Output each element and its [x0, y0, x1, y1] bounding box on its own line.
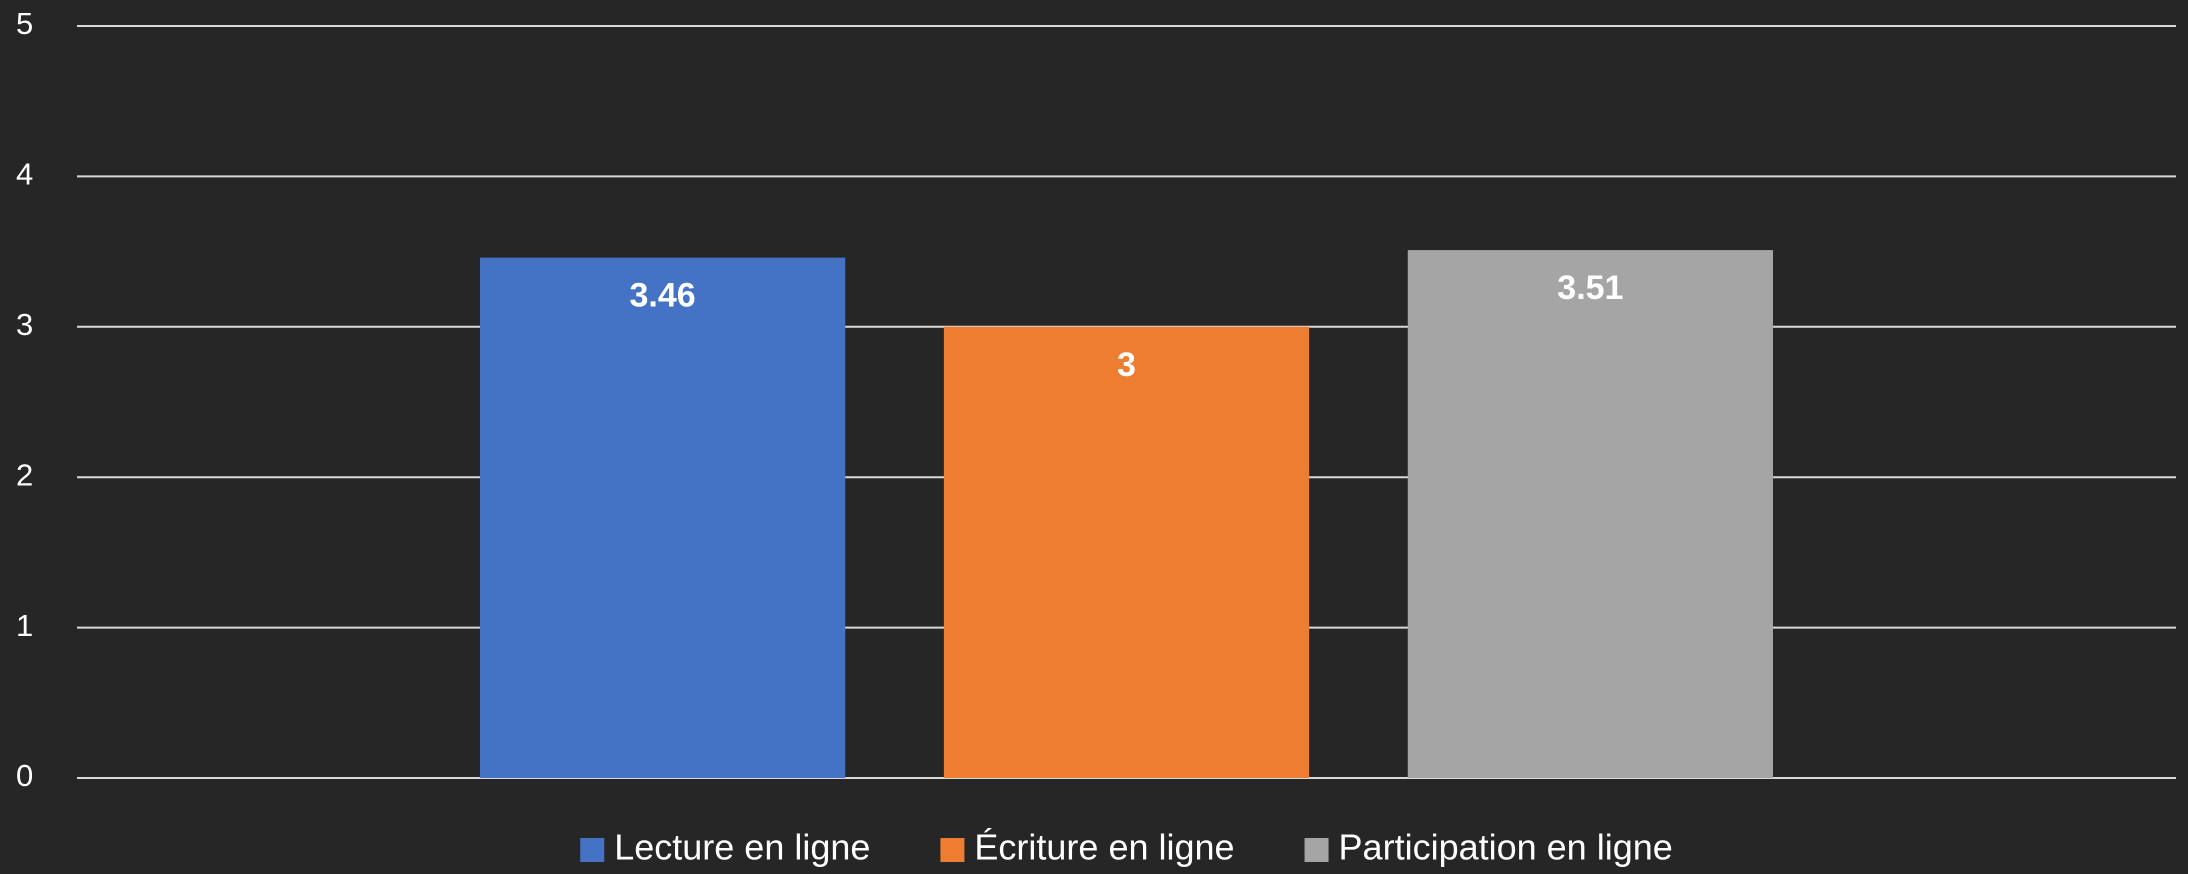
- legend-label: Écriture en ligne: [974, 827, 1234, 868]
- bar: [480, 257, 846, 779]
- legend-swatch: [940, 838, 965, 862]
- y-tick-label: 1: [16, 608, 33, 643]
- data-label: 3.46: [630, 277, 696, 315]
- legend-label: Lecture en ligne: [614, 827, 870, 868]
- y-tick-label: 5: [16, 6, 33, 41]
- y-tick-label: 0: [16, 758, 33, 793]
- y-tick-label: 3: [16, 307, 33, 342]
- y-tick-label: 2: [16, 457, 33, 492]
- y-tick-label: 4: [16, 157, 33, 192]
- legend-label: Participation en ligne: [1339, 827, 1673, 868]
- legend-swatch: [580, 838, 605, 862]
- legend-swatch: [1304, 838, 1329, 862]
- data-label: 3.51: [1557, 269, 1623, 307]
- bar: [943, 326, 1310, 778]
- data-label: 3: [1117, 346, 1136, 384]
- bar: [1407, 250, 1773, 778]
